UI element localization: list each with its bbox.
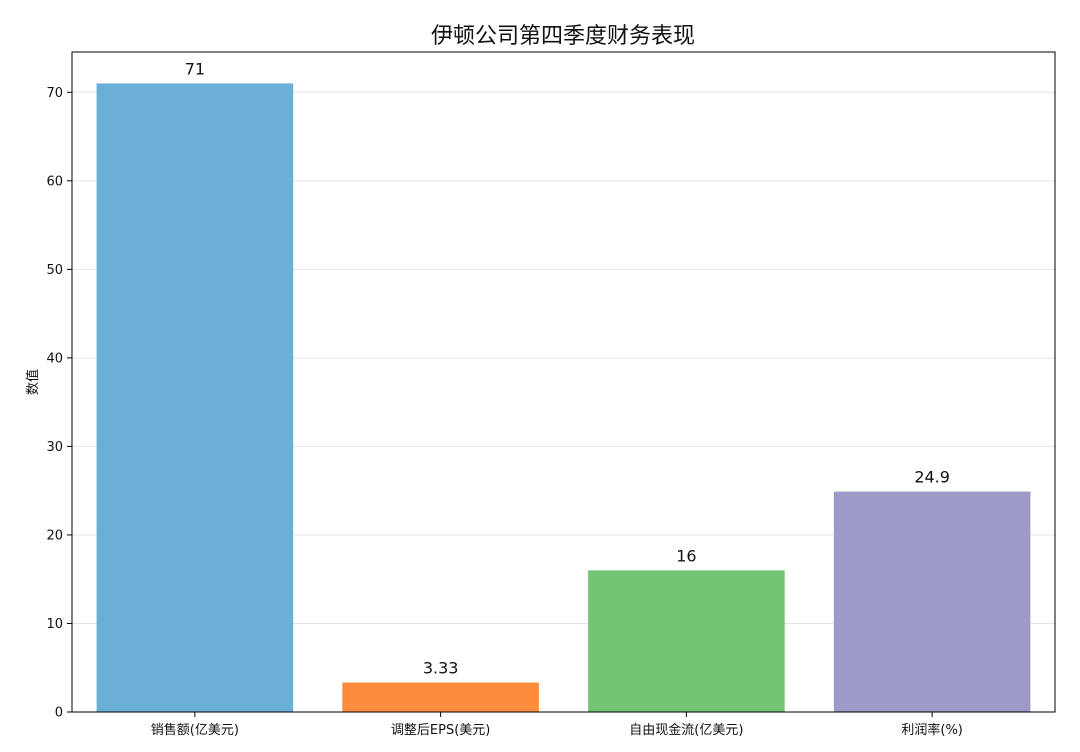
bar-value-label: 16 — [676, 546, 696, 565]
y-axis-label: 数值 — [25, 369, 41, 395]
bars — [96, 83, 1031, 712]
bar — [342, 682, 539, 712]
y-tick-label: 60 — [46, 174, 63, 189]
bar-value-label: 24.9 — [914, 468, 950, 487]
chart-title: 伊顿公司第四季度财务表现 — [431, 24, 695, 49]
x-tick-label: 利润率(%) — [901, 722, 963, 738]
y-tick-label: 70 — [46, 86, 63, 101]
plot-frame — [71, 51, 1056, 713]
x-tick-label: 销售额(亿美元) — [151, 722, 239, 738]
bar — [96, 83, 294, 712]
x-tick-label: 调整后EPS(美元) — [391, 723, 490, 738]
x-axis-ticks: 销售额(亿美元) 调整后EPS(美元) 自由现金流(亿美元) 利润率(%) — [151, 712, 963, 738]
y-tick-label: 10 — [46, 617, 63, 632]
y-tick-label: 30 — [46, 440, 63, 455]
y-tick-label: 50 — [46, 263, 63, 278]
x-tick-label: 自由现金流(亿美元) — [629, 722, 743, 738]
y-tick-label: 20 — [46, 528, 63, 543]
bar — [833, 491, 1031, 712]
y-tick-label: 0 — [55, 706, 63, 721]
y-tick-label: 40 — [46, 351, 63, 366]
bar — [588, 570, 785, 712]
data-labels: 71 3.33 16 24.9 — [185, 59, 950, 677]
bar-value-label: 3.33 — [423, 659, 459, 678]
bar-value-label: 71 — [185, 59, 205, 78]
y-axis-ticks: 0 10 20 30 40 50 60 70 — [46, 86, 72, 721]
